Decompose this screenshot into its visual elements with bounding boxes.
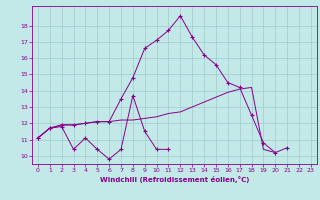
X-axis label: Windchill (Refroidissement éolien,°C): Windchill (Refroidissement éolien,°C)	[100, 176, 249, 183]
